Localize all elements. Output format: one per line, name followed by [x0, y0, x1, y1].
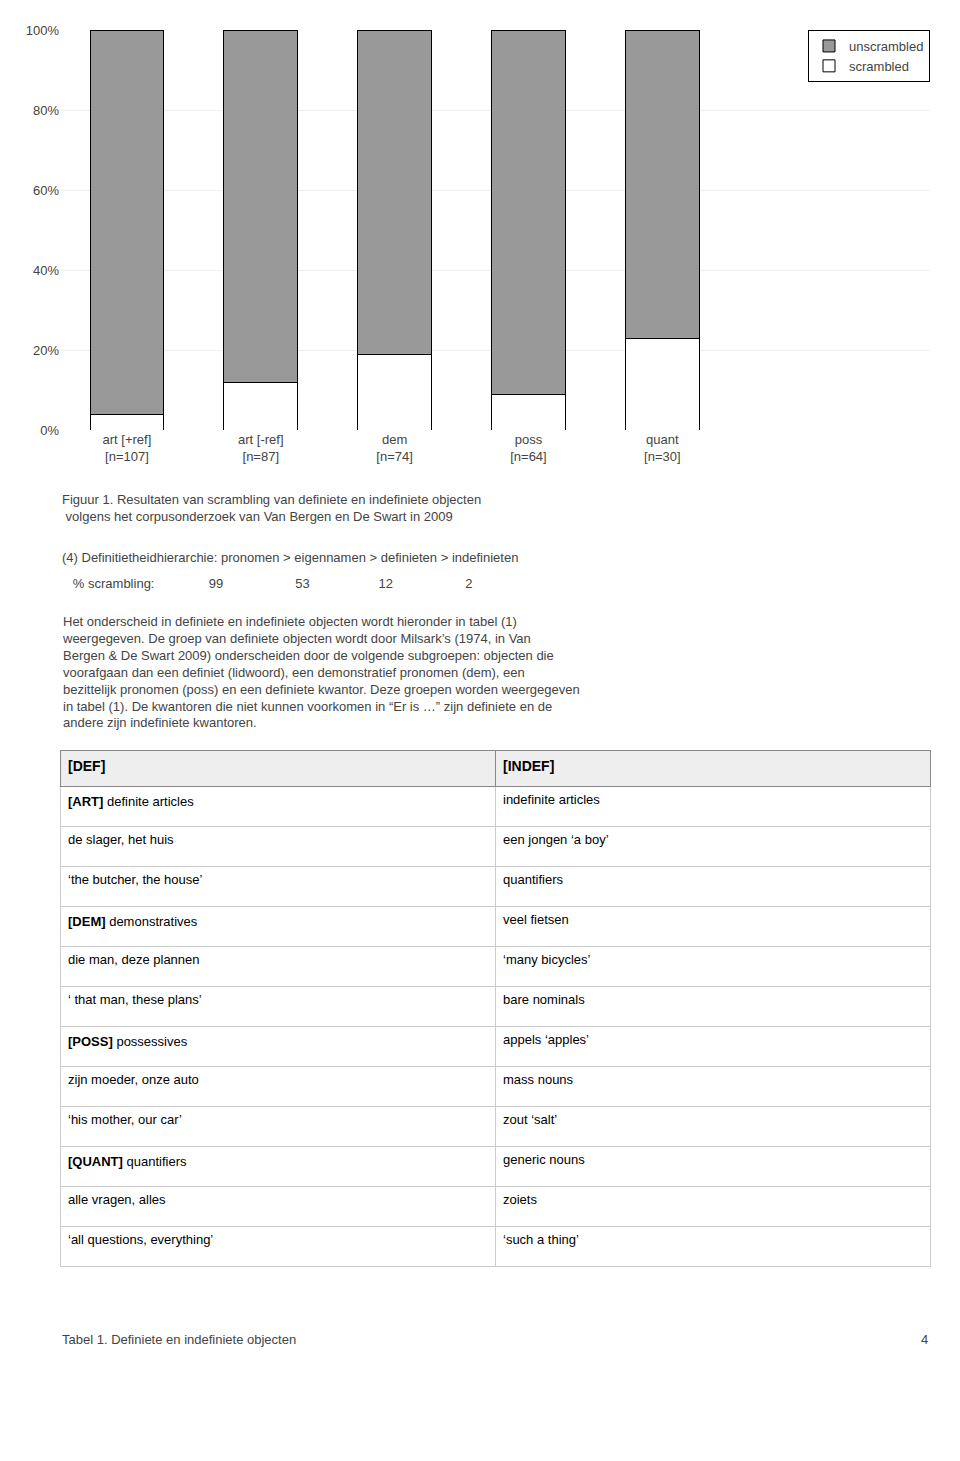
svg-text:% scrambling: 99: % scrambling: 99 53 12 2	[62, 576, 472, 591]
svg-text:100%: 100%	[26, 23, 60, 38]
svg-text:art [-ref][n=87]: art [-ref][n=87]	[238, 432, 284, 464]
svg-text:40%: 40%	[33, 263, 59, 278]
svg-text:quant[n=30]: quant[n=30]	[644, 432, 681, 464]
svg-text:‘all questions, everything’: ‘all questions, everything’	[68, 1232, 213, 1247]
svg-text:Tabel 1. Definiete en indefini: Tabel 1. Definiete en indefiniete object…	[62, 1332, 296, 1347]
svg-text:dem[n=74]: dem[n=74]	[376, 432, 413, 464]
svg-text:unscrambled: unscrambled	[849, 39, 923, 54]
svg-text:art [+ref][n=107]: art [+ref][n=107]	[103, 432, 152, 464]
svg-text:poss[n=64]: poss[n=64]	[510, 432, 547, 464]
svg-text:[INDEF]: [INDEF]	[503, 758, 554, 774]
svg-text:‘such a thing’: ‘such a thing’	[503, 1232, 579, 1247]
svg-text:zijn moeder, onze auto: zijn moeder, onze auto	[68, 1072, 199, 1087]
svg-text:‘many bicycles’: ‘many bicycles’	[503, 952, 591, 967]
svg-text:0%: 0%	[40, 423, 59, 438]
svg-text:Figuur 1. Resultaten van scram: Figuur 1. Resultaten van scrambling van …	[62, 492, 481, 524]
svg-text:[QUANT] quantifiers: [QUANT] quantifiers	[68, 1154, 187, 1169]
svg-text:scrambled: scrambled	[849, 59, 909, 74]
svg-text:mass nouns: mass nouns	[503, 1072, 574, 1087]
svg-text:zoiets: zoiets	[503, 1192, 537, 1207]
svg-text:4: 4	[921, 1332, 928, 1347]
svg-text:alle vragen, alles: alle vragen, alles	[68, 1192, 166, 1207]
svg-text:quantifiers: quantifiers	[503, 872, 563, 887]
svg-text:veel fietsen: veel fietsen	[503, 912, 569, 927]
svg-text:[POSS] possessives: [POSS] possessives	[68, 1034, 188, 1049]
svg-text:een jongen ‘a boy’: een jongen ‘a boy’	[503, 832, 609, 847]
svg-text:20%: 20%	[33, 343, 59, 358]
svg-text:zout ‘salt’: zout ‘salt’	[503, 1112, 557, 1127]
svg-text:indefinite articles: indefinite articles	[503, 792, 600, 807]
svg-text:‘his mother, our car’: ‘his mother, our car’	[68, 1112, 182, 1127]
svg-text:generic nouns: generic nouns	[503, 1152, 585, 1167]
svg-text:80%: 80%	[33, 103, 59, 118]
svg-text:(4) Definitietheidhierarchie:: (4) Definitietheidhierarchie: pronomen >…	[62, 550, 518, 565]
svg-text:Het onderscheid in definiete e: Het onderscheid in definiete en indefini…	[62, 614, 580, 730]
svg-text:bare nominals: bare nominals	[503, 992, 585, 1007]
svg-text:[DEM] demonstratives: [DEM] demonstratives	[68, 914, 198, 929]
svg-text:60%: 60%	[33, 183, 59, 198]
svg-text:appels ‘apples’: appels ‘apples’	[503, 1032, 589, 1047]
svg-text:[DEF]: [DEF]	[68, 758, 105, 774]
svg-text:[ART] definite articles: [ART] definite articles	[68, 794, 194, 809]
svg-text:die man, deze plannen: die man, deze plannen	[68, 952, 200, 967]
svg-text:de slager, het huis: de slager, het huis	[68, 832, 174, 847]
svg-text:‘the butcher, the house’: ‘the butcher, the house’	[68, 872, 203, 887]
svg-text:‘ that man, these plans’: ‘ that man, these plans’	[68, 992, 202, 1007]
